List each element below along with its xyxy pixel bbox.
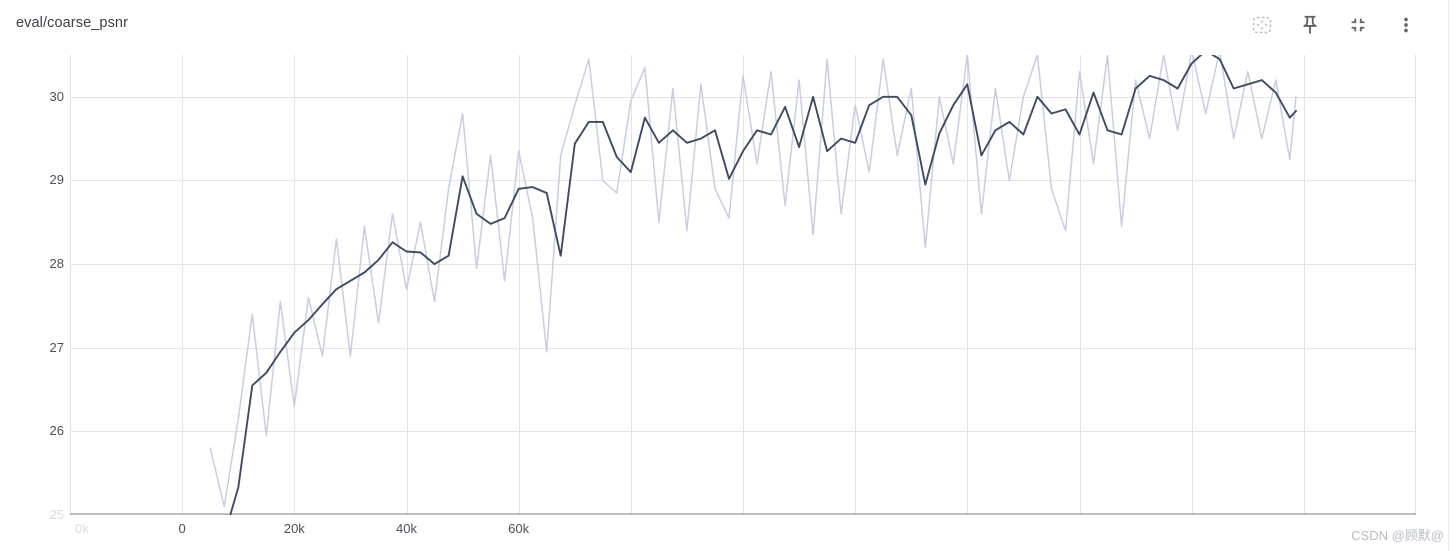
y-tick-label: 25 [49, 507, 64, 522]
raw-series-line [209, 55, 1297, 508]
x-tick-label: 60k [508, 521, 530, 536]
smoothed-series-line [229, 55, 1297, 515]
pin-icon [1299, 14, 1321, 39]
pin-button[interactable] [1298, 14, 1322, 38]
plot-area[interactable] [70, 55, 1416, 515]
card-right-divider [1448, 0, 1449, 551]
y-tick-label: 26 [49, 423, 64, 439]
fit-domain-to-data-button[interactable] [1250, 14, 1274, 38]
x-tick-label: 0 [178, 521, 186, 536]
more-options-button[interactable] [1394, 14, 1418, 38]
watermark: CSDN @顾默@ [1351, 528, 1444, 543]
y-tick-label: 27 [49, 339, 64, 355]
y-tick-label: 28 [49, 256, 64, 272]
x-tick-label: 20k [283, 521, 305, 536]
x-tick-label: 0k [75, 521, 89, 536]
x-tick-label: 40k [396, 521, 417, 536]
y-tick-label: 29 [49, 172, 64, 188]
more-vert-icon [1395, 14, 1417, 39]
collapse-button[interactable] [1346, 14, 1370, 38]
collapse-icon [1347, 14, 1369, 39]
chart-toolbar [1250, 14, 1418, 38]
y-tick-label: 30 [49, 88, 64, 104]
chart-canvas[interactable] [70, 55, 1416, 515]
chart-title: eval/coarse_psnr [16, 15, 129, 31]
fit-domain-icon [1250, 13, 1274, 40]
